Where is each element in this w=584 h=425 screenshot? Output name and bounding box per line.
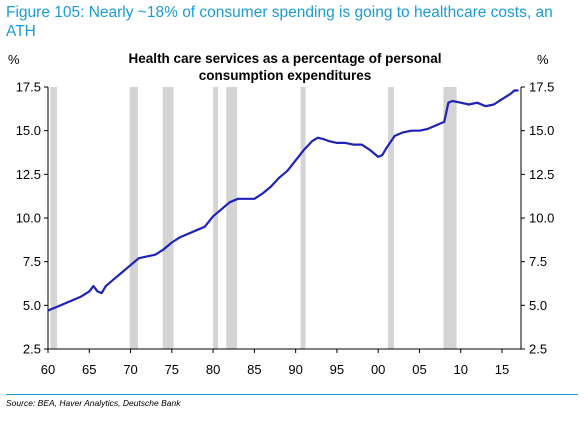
y-tick-label-right: 2.5 xyxy=(529,342,547,357)
recession-band-3 xyxy=(213,87,219,349)
recession-band-2 xyxy=(162,87,174,349)
recession-band-0 xyxy=(50,87,58,349)
y-tick-label-left: 2.5 xyxy=(23,342,41,357)
recession-band-6 xyxy=(388,87,394,349)
y-tick-label-left: 5.0 xyxy=(23,298,41,313)
source-note: Source: BEA, Haver Analytics, Deutsche B… xyxy=(6,398,181,408)
y-tick-label-right: 10.0 xyxy=(529,211,554,226)
x-tick-label: 70 xyxy=(123,362,137,377)
line-chart: 2.5 2.5 5.0 5.0 7.5 7.5 10.0 10.0 12.5 12.5 15.0 15… xyxy=(8,51,555,378)
x-tick-label: 60 xyxy=(41,362,55,377)
x-tick-label: 65 xyxy=(82,362,96,377)
y-tick-label-right: 7.5 xyxy=(529,254,547,269)
y-tick-label-right: 5.0 xyxy=(529,298,547,313)
x-tick-label: 85 xyxy=(247,362,261,377)
y-tick-label-right: 12.5 xyxy=(529,167,554,182)
y-tick-label-left: 12.5 xyxy=(16,167,41,182)
x-tick-label: 10 xyxy=(454,362,468,377)
x-tick-label: 00 xyxy=(371,362,385,377)
x-tick-label: 90 xyxy=(288,362,302,377)
y-tick-label-left: 7.5 xyxy=(23,254,41,269)
recession-band-1 xyxy=(129,87,138,349)
left-axis-unit: % xyxy=(8,52,20,67)
x-tick-label: 95 xyxy=(330,362,344,377)
axes xyxy=(44,86,525,353)
series-line xyxy=(47,89,519,312)
y-tick-label-left: 15.0 xyxy=(16,123,41,138)
right-axis-unit: % xyxy=(537,52,549,67)
figure-title: Figure 105: Nearly ~18% of consumer spen… xyxy=(6,4,553,40)
tick-labels: 2.5 2.5 5.0 5.0 7.5 7.5 10.0 10.0 12.5 12.5 15.0 15… xyxy=(16,80,555,378)
y-tick-label-right: 15.0 xyxy=(529,123,554,138)
x-tick-label: 15 xyxy=(495,362,509,377)
recession-band-4 xyxy=(226,87,238,349)
recession-band-5 xyxy=(300,87,306,349)
recession-bands xyxy=(50,87,457,349)
x-tick-label: 80 xyxy=(206,362,220,377)
y-tick-label-left: 10.0 xyxy=(16,211,41,226)
x-tick-label: 05 xyxy=(412,362,426,377)
chart-title-line-2: consumption expenditures xyxy=(199,68,372,83)
recession-band-7 xyxy=(443,87,457,349)
footer-rule xyxy=(6,394,578,395)
x-tick-label: 75 xyxy=(165,362,179,377)
y-tick-label-left: 17.5 xyxy=(16,80,41,95)
chart-title-line-1: Health care services as a percentage of … xyxy=(129,51,442,66)
y-tick-label-right: 17.5 xyxy=(529,80,554,95)
